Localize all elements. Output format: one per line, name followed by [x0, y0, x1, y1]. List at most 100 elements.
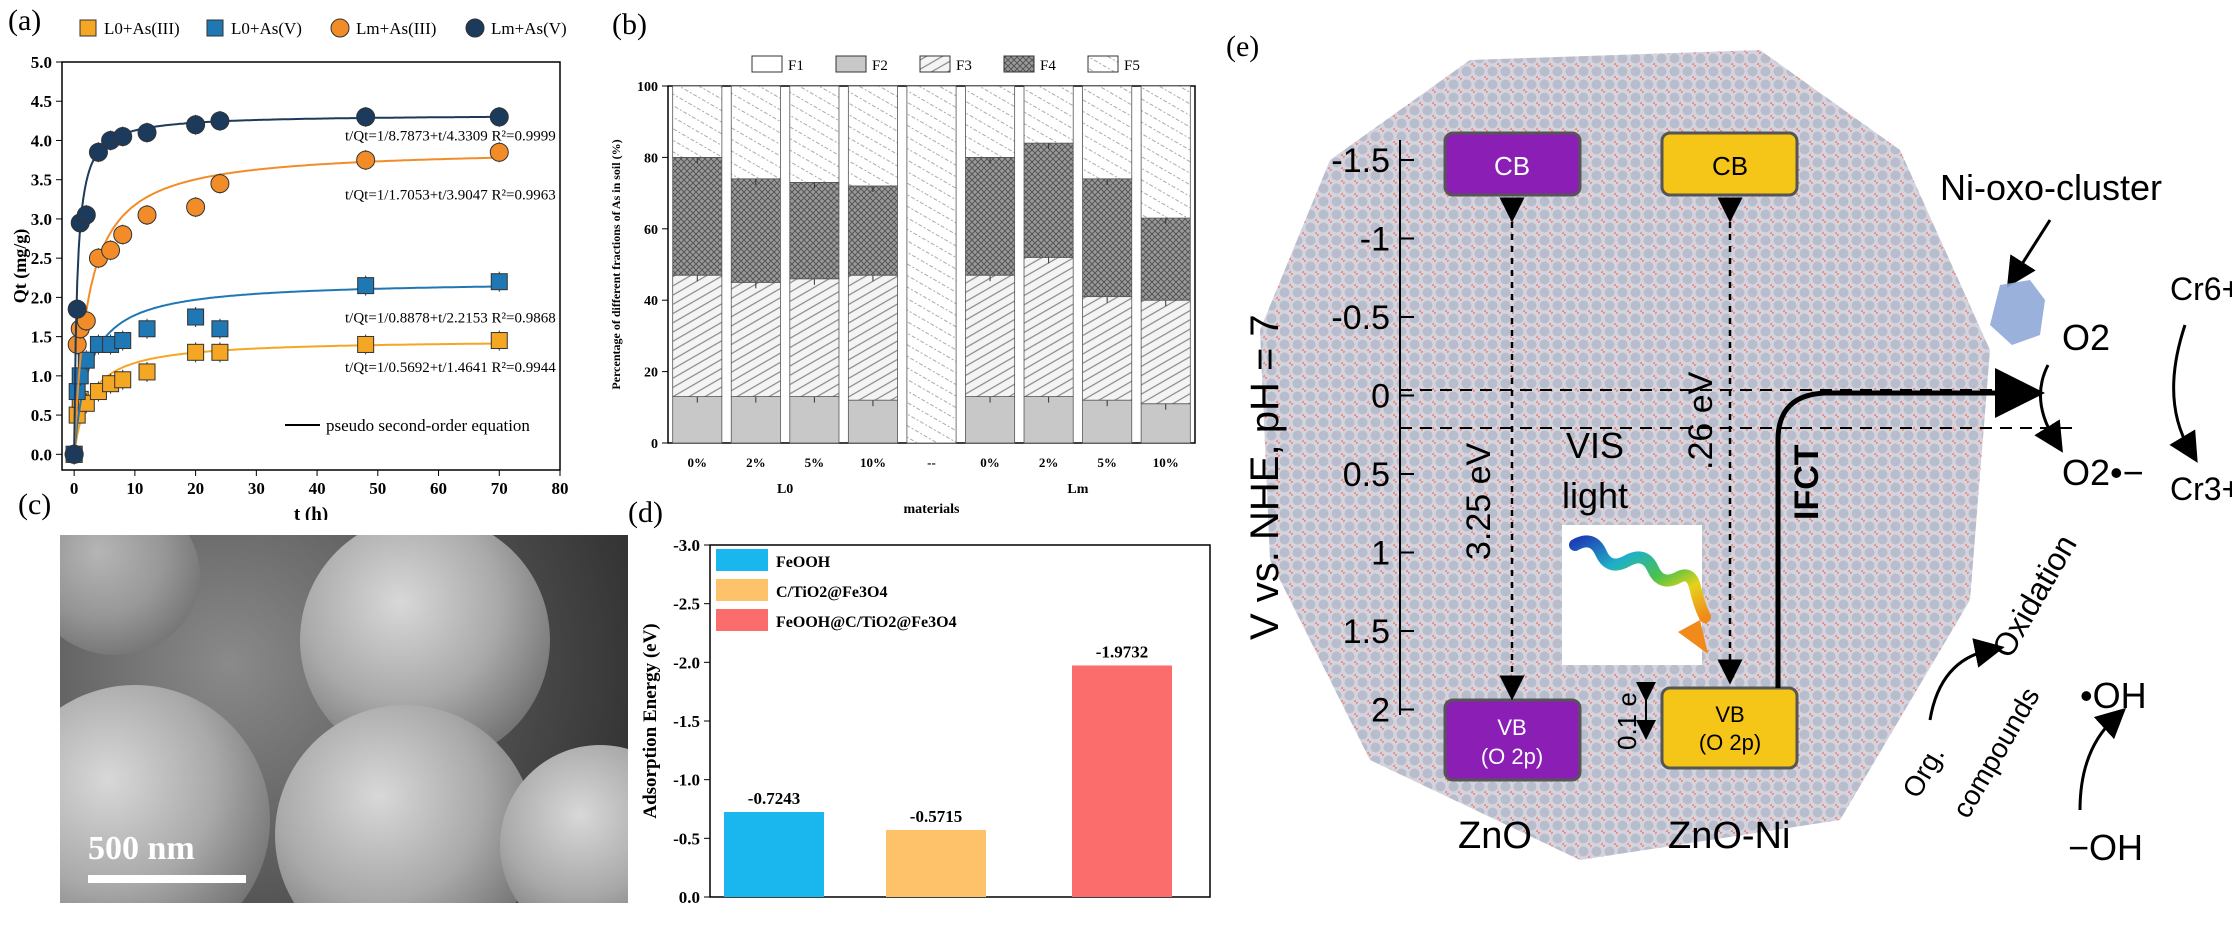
y-tick-label: 20	[644, 366, 658, 381]
light-box	[1562, 525, 1702, 665]
bar-segment	[789, 396, 840, 444]
light-label: light	[1562, 475, 1628, 516]
bar-segment	[1140, 403, 1191, 444]
fit-equation: t/Qt=1/1.7053+t/3.9047 R²=0.9963	[345, 187, 556, 203]
data-point	[88, 142, 108, 162]
bar-value-label: -0.7243	[748, 789, 800, 808]
bar-segment	[965, 85, 1016, 158]
x-tick-label: 0	[70, 479, 79, 498]
x-tick-label: 5%	[805, 455, 825, 470]
bar-segment	[1023, 396, 1074, 444]
fit-curve	[73, 342, 500, 455]
bar-segment	[1023, 256, 1074, 397]
data-point	[211, 343, 229, 361]
x-tick-label: 10%	[860, 455, 886, 470]
energy-tick-label: 0.5	[1343, 456, 1390, 494]
y-tick-label: 60	[644, 223, 658, 238]
bar-segment	[1023, 85, 1074, 144]
fit-curve	[73, 285, 500, 455]
data-point	[210, 111, 230, 131]
ni-oxo-cluster	[1990, 280, 2045, 345]
data-point	[357, 335, 375, 353]
panel-c-label: (c)	[18, 488, 52, 521]
y-tick-label: -1.0	[673, 771, 700, 790]
data-point	[64, 444, 84, 464]
x-tick-label: 10	[126, 479, 143, 498]
energy-tick-label: 2	[1371, 692, 1390, 730]
group-label: L0	[777, 482, 793, 497]
data-point	[357, 277, 375, 295]
energy-tick-label: 1	[1371, 535, 1390, 573]
legend-label: F5	[1124, 58, 1140, 74]
legend-swatch	[751, 55, 783, 73]
bar-segment	[730, 178, 781, 283]
y-tick-label: 5.0	[31, 53, 52, 72]
hydroxyl-arrow	[2078, 707, 2127, 811]
bar-segment	[1023, 142, 1074, 258]
scale-bar	[88, 875, 246, 883]
bar-segment	[965, 396, 1016, 444]
o2-reduction-arrow	[2034, 364, 2063, 453]
energy-tick-label: 0	[1371, 378, 1390, 416]
y-tick-label: 100	[637, 80, 658, 95]
sem-particle	[275, 705, 535, 903]
y-tick-label: -2.5	[673, 595, 700, 614]
data-point	[137, 205, 157, 225]
y-tick-label: 1.5	[31, 328, 52, 347]
data-point	[187, 308, 205, 326]
y-axis-label: Adsorption Energy (eV)	[640, 623, 661, 818]
oxidation-arrow	[1928, 638, 2005, 721]
y-tick-label: 2.5	[31, 249, 52, 268]
legend-swatch	[716, 609, 768, 631]
bar-segment	[965, 274, 1016, 397]
ifct-label: IFCT	[1788, 444, 1826, 520]
y-tick-label: 0	[651, 437, 658, 452]
bar-segment	[672, 396, 723, 444]
bar-segment	[672, 85, 723, 158]
bar-segment	[1082, 85, 1133, 180]
data-point	[490, 273, 508, 291]
panel-b-label: (b)	[612, 8, 647, 41]
data-point	[138, 320, 156, 338]
y-axis-label: Qt (mg/g)	[10, 229, 31, 303]
chart-b: 0 20 40 60 80 100 Percentage of different frac…	[609, 55, 1196, 517]
y-tick-label: 4.5	[31, 92, 52, 111]
bar-segment	[730, 281, 781, 397]
x-tick-label: 80	[552, 479, 569, 498]
y-tick-label: -0.5	[673, 829, 700, 848]
y-tick-label: 2.0	[31, 288, 52, 307]
y-tick-label: 0.5	[31, 406, 52, 425]
legend-label: FeOOH	[776, 554, 831, 571]
cluster-label: Ni-oxo-cluster	[1940, 167, 2162, 208]
bar-segment	[789, 85, 840, 183]
y-tick-label: -3.0	[673, 536, 700, 555]
sem-particle	[500, 745, 628, 903]
legend-label: F1	[788, 58, 804, 74]
x-tick-label: 40	[309, 479, 326, 498]
bar-value-label: -1.9732	[1096, 642, 1148, 661]
bar-segment	[847, 185, 898, 276]
legend-label: L0+As(III)	[104, 19, 180, 38]
data-point	[490, 332, 508, 350]
data-point	[114, 332, 132, 350]
chart-a: 0 10 20 30 40 50 60 70 80 0.0 0.5 1.0 1.5 2.0 2.5 3.0 3.…	[10, 18, 569, 520]
x-tick-label: 20	[187, 479, 204, 498]
bar-segment	[789, 181, 840, 280]
zno-label: ZnO	[1458, 815, 1532, 857]
znoni-vb-label: VB	[1715, 702, 1744, 727]
x-tick-label: 50	[369, 479, 386, 498]
hydroxyl-radical-label: •OH	[2080, 675, 2147, 716]
energy-tick-label: -0.5	[1331, 299, 1390, 337]
y-tick-label: 0.0	[679, 888, 700, 907]
data-point	[113, 225, 133, 245]
bar-segment	[847, 274, 898, 401]
data-point	[210, 174, 230, 194]
data-point	[114, 371, 132, 389]
legend-label: Lm+As(III)	[356, 19, 436, 38]
y-tick-label: -2.0	[673, 653, 700, 672]
y-tick-label: 3.5	[31, 171, 52, 190]
data-point	[76, 205, 96, 225]
y-tick-label: 1.0	[31, 367, 52, 386]
bar-segment	[965, 156, 1016, 276]
data-point	[186, 197, 206, 217]
